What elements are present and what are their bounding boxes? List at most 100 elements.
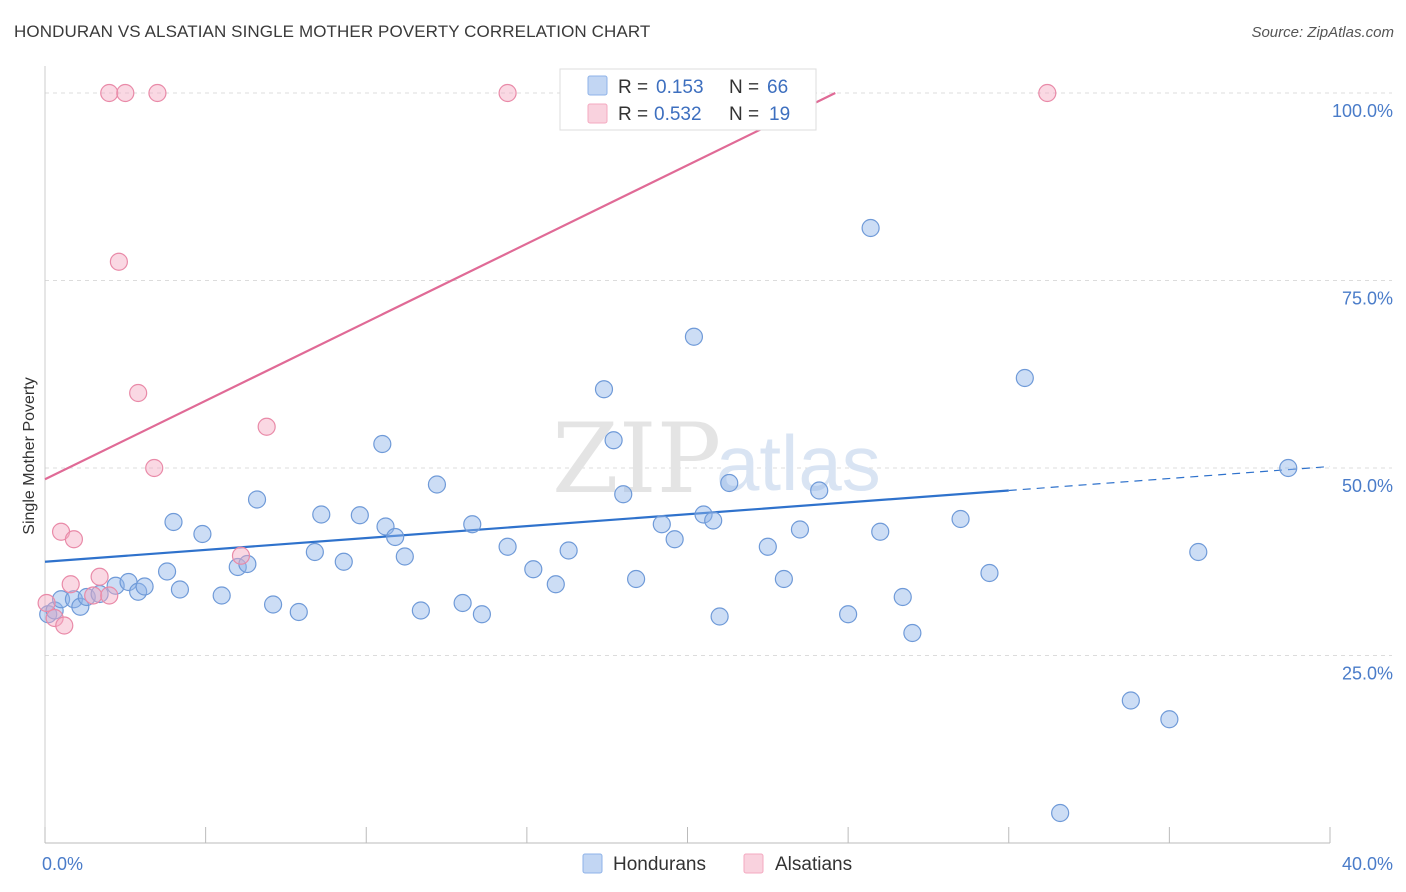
data-point-alsatians [231, 546, 251, 565]
data-point-alsatians [37, 593, 56, 613]
bottom-legend-swatch-alsatians [743, 853, 764, 874]
y-tick-label: 50.0% [1342, 476, 1393, 496]
trend-line-alsatians [44, 92, 836, 481]
data-point-hondurans [305, 542, 324, 562]
data-point-hondurans [350, 506, 369, 525]
watermark: ZIP atlas [552, 403, 881, 515]
data-point-hondurans [170, 580, 190, 599]
x-tick-label: 0.0% [42, 854, 83, 874]
data-point-hondurans [1160, 710, 1179, 729]
data-point-hondurans [1121, 691, 1140, 710]
data-point-hondurans [951, 509, 970, 529]
data-point-hondurans [861, 218, 880, 238]
data-point-hondurans [614, 485, 633, 504]
y-axis-title: Single Mother Poverty [21, 377, 38, 534]
data-point-hondurans [395, 547, 414, 566]
trend-line-hondurans [44, 489, 1009, 563]
data-point-hondurans [720, 473, 739, 493]
data-point-hondurans [463, 515, 482, 534]
data-point-hondurans [903, 623, 922, 643]
data-point-hondurans [604, 431, 623, 450]
legend-r-label: R = [618, 77, 648, 98]
trend-line-extension [1008, 465, 1331, 492]
data-point-hondurans [810, 481, 829, 500]
chart-title: HONDURAN VS ALSATIAN SINGLE MOTHER POVER… [14, 22, 651, 41]
y-tick-label: 25.0% [1342, 664, 1393, 684]
data-point-hondurans [427, 475, 447, 494]
legend-box: R = 0.153 N = 66 R = 0.532 N = 19 [559, 68, 817, 131]
source-label: Source: ZipAtlas.com [1251, 24, 1394, 41]
data-point-hondurans [373, 434, 392, 454]
data-point-hondurans [71, 597, 90, 616]
data-point-hondurans [411, 601, 430, 620]
axes: 25.0% 50.0% 75.0% 100.0% 0.0% 40.0% [42, 66, 1393, 874]
data-point-hondurans [498, 537, 517, 556]
data-point-hondurans [312, 505, 331, 524]
data-point-hondurans [1051, 803, 1070, 823]
data-point-alsatians [498, 83, 517, 103]
data-point-hondurans [334, 552, 353, 571]
data-point-alsatians [129, 383, 148, 403]
x-tick-label: 40.0% [1342, 854, 1393, 874]
data-point-alsatians [116, 83, 135, 103]
data-point-hondurans [559, 541, 578, 560]
data-point-alsatians [148, 83, 167, 103]
legend-n-value: 66 [767, 77, 788, 98]
data-point-hondurans [289, 602, 308, 622]
data-point-hondurans [1279, 458, 1298, 478]
data-point-hondurans [626, 569, 646, 589]
legend-n-value: 19 [769, 104, 790, 125]
data-point-hondurans [386, 527, 405, 547]
watermark-atlas: atlas [716, 419, 881, 507]
trend-lines [44, 92, 1331, 563]
data-point-hondurans [247, 490, 267, 509]
data-point-hondurans [193, 524, 212, 544]
y-tick-label: 100.0% [1332, 101, 1393, 121]
data-points [37, 83, 1298, 823]
data-point-hondurans [871, 522, 890, 541]
data-point-hondurans [652, 515, 671, 534]
data-point-alsatians [100, 586, 119, 605]
data-point-hondurans [472, 605, 491, 624]
data-point-hondurans [684, 327, 704, 346]
data-point-alsatians [257, 417, 276, 436]
data-point-hondurans [51, 590, 71, 609]
data-point-hondurans [790, 520, 810, 539]
data-point-hondurans [758, 537, 777, 556]
legend-n-label: N = [729, 104, 759, 125]
data-point-alsatians [109, 252, 128, 271]
data-point-hondurans [694, 505, 713, 524]
grid-lines [45, 92, 1392, 656]
data-point-hondurans [157, 562, 177, 581]
bottom-legend-label-hondurans: Hondurans [613, 854, 706, 875]
legend-r-label: R = [618, 104, 648, 125]
data-point-alsatians [45, 608, 64, 628]
data-point-alsatians [100, 83, 119, 103]
data-point-hondurans [839, 605, 858, 624]
bottom-legend-swatch-hondurans [582, 853, 603, 874]
data-point-hondurans [263, 595, 283, 614]
legend-r-value: 0.153 [656, 77, 704, 98]
data-point-hondurans [665, 530, 684, 549]
data-point-hondurans [453, 593, 472, 613]
data-point-alsatians [55, 616, 74, 635]
bottom-legend-label-alsatians: Alsatians [775, 854, 852, 875]
data-point-hondurans [164, 512, 183, 532]
data-point-alsatians [64, 530, 84, 549]
legend-r-value: 0.532 [654, 104, 702, 125]
y-tick-label: 75.0% [1342, 289, 1393, 309]
data-point-hondurans [704, 511, 723, 530]
data-point-hondurans [980, 563, 999, 583]
data-point-alsatians [84, 586, 103, 605]
bottom-legend: Hondurans Alsatians [582, 853, 852, 875]
legend-swatch-hondurans [587, 75, 608, 96]
legend-n-label: N = [729, 77, 759, 98]
data-point-hondurans [774, 569, 793, 589]
data-point-hondurans [1189, 542, 1208, 562]
data-point-hondurans [212, 586, 231, 605]
data-point-hondurans [524, 560, 543, 579]
legend-swatch-alsatians [587, 103, 608, 124]
data-point-alsatians [90, 567, 109, 586]
data-point-alsatians [145, 458, 164, 478]
